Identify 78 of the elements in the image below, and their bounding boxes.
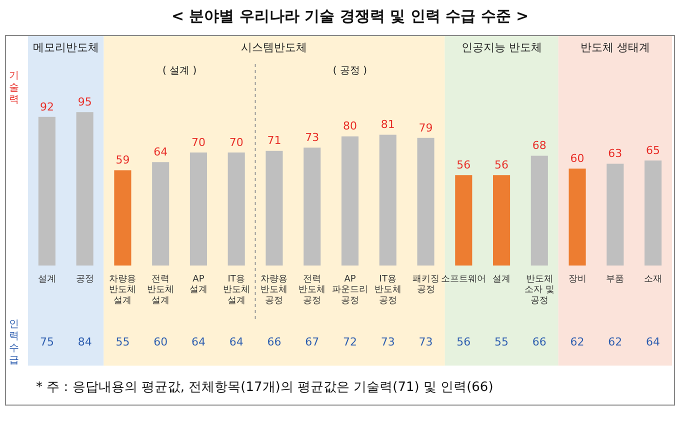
text: 84 [78,335,92,348]
bar [114,170,132,266]
data-label: 56 [494,158,509,172]
chart-title: < 분야별 우리나라 기술 경쟁력 및 인력 수급 수준 > [171,6,529,25]
bar [190,152,207,266]
data-label: 65 [646,144,660,157]
bar [304,148,321,266]
x-tick-label: 공정 [76,274,94,284]
data-label: 71 [267,134,282,148]
x-tick-label: IT용 반도체 공정 [374,274,402,306]
x-tick-label: 전력 반도체 설계 [147,274,174,306]
data-label: 70 [229,136,244,149]
bar [341,136,359,266]
data-label: 92 [40,100,54,114]
bar [644,160,662,266]
bar [493,175,510,266]
x-tick-label: IT용 반도체 설계 [222,274,250,306]
x-tick-label: 소재 [644,274,662,284]
band-label: ( 공정 ) [332,66,368,77]
text: 55 [116,335,130,348]
x-tick-label: 부품 [606,274,624,284]
band-label: ( 설계 ) [162,66,197,77]
bar [606,164,624,266]
bar [152,162,170,266]
text: 64 [646,335,660,348]
bar [38,116,56,266]
text: 73 [380,335,395,348]
data-label: 56 [456,158,471,172]
x-tick-label: 반도체 소자 및 공정 [524,274,554,306]
data-label: 68 [532,139,546,152]
x-tick-label: 설계 [492,274,511,284]
bar [266,150,283,266]
data-label: 81 [380,118,395,132]
text: 62 [570,335,584,348]
band-label: 메모리반도체 [32,40,99,54]
text: 64 [191,335,206,348]
y-axis-title: 기술력 [9,70,19,106]
data-label: 59 [116,154,130,167]
text: 66 [267,335,282,348]
text: 66 [532,335,546,348]
x-tick-label: 차량용 반도체 설계 [109,274,136,306]
data-label: 80 [343,120,357,133]
x-tick-label: 차량용 반도체 공정 [260,274,288,306]
band-label: 인공지능 반도체 [461,40,542,54]
band-label: 시스템반도체 [241,40,308,54]
x-tick-label: AP 설계 [189,274,208,296]
bar [568,168,586,266]
x-tick-label: 설계 [38,274,56,284]
bar [76,112,94,266]
bar [417,138,434,266]
bar [530,156,548,266]
band-label: 반도체 생태계 [580,40,650,54]
bar [455,175,472,266]
text: 56 [456,335,471,348]
text: 62 [608,335,622,348]
bar [228,152,245,266]
data-label: 79 [418,121,433,134]
text: 60 [154,335,168,348]
x-tick-label: 소프트웨어 [441,274,486,284]
data-label: 63 [608,147,622,160]
data-label: 60 [570,152,584,165]
data-label: 73 [305,130,320,144]
text: 72 [343,335,357,348]
data-label: 64 [154,146,168,159]
x-tick-label: 장비 [568,274,586,284]
bar [379,134,396,266]
text: 75 [40,335,54,348]
x-tick-label: 전력 반도체 공정 [298,274,326,306]
text: * 주 : 응답내용의 평균값, 전체항목(17개)의 평균값은 기술력(71) 및 인력(66) [36,380,494,395]
x-tick-label: AP 파운드리 공정 [332,274,368,306]
text: 67 [305,335,320,348]
text: 55 [494,335,509,348]
data-label: 95 [78,95,92,108]
x-tick-label: 패키징 공정 [412,274,440,296]
data-label: 70 [191,136,206,149]
text: 인력수급 [9,319,19,366]
text: 64 [229,335,244,348]
text: 73 [418,335,433,348]
